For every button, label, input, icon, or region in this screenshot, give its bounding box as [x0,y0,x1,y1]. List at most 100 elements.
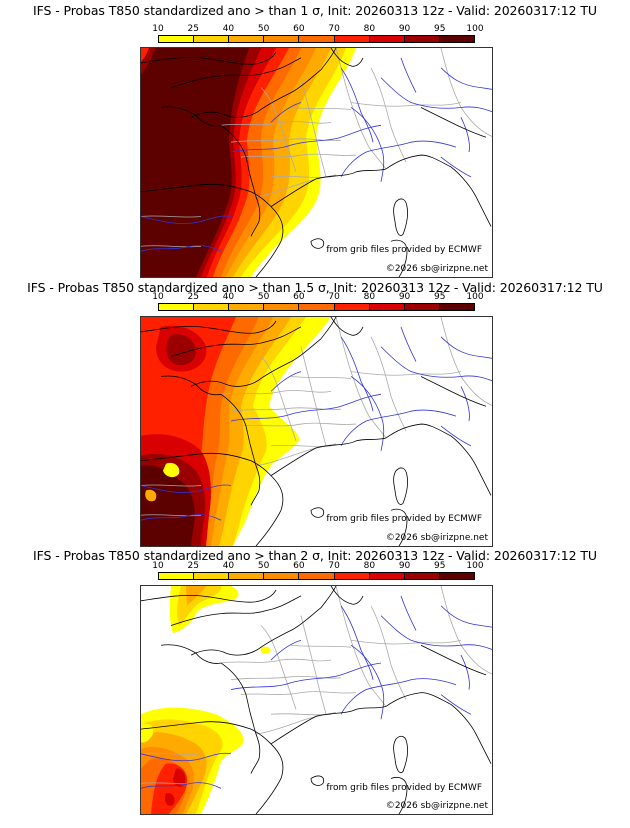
colorbar-tick-label: 100 [466,561,484,571]
river-line [440,694,472,715]
panel-1-title: IFS - Probas T850 standardized ano > tha… [33,3,597,18]
coastline [390,508,408,546]
river-line [380,346,492,382]
coastline [141,721,272,745]
border-line [335,48,387,170]
coastline [160,375,222,396]
colorbar-tick-label: 90 [398,561,411,571]
coastline [310,507,325,518]
river-line [141,782,222,789]
river-line [460,386,470,422]
coastline [420,644,487,676]
colorbar-tick-label: 70 [328,561,340,571]
border-line [350,102,462,107]
river-line [270,639,302,661]
colorbar-tick-label: 60 [293,24,305,34]
river-line [230,393,382,422]
panel-3-colorbar-ticks: 10 25 40 50 60 70 80 90 95 100 [152,561,483,571]
colorbar-tick-label: 90 [398,24,411,34]
coastline [270,706,387,745]
coastline [393,467,409,505]
river-line [350,107,385,182]
source-credit: from grib files provided by ECMWF [326,514,482,524]
river-line [230,124,382,153]
colorbar-tick-label: 25 [187,292,199,302]
border-line [141,752,202,785]
colorbar-tick-label: 80 [363,24,376,34]
colorbar-tick-label: 10 [152,24,164,34]
colorbar-segment [404,304,440,310]
colorbar-segment [229,573,265,579]
river-line [340,140,457,178]
coastlines [141,586,492,814]
colorbar-segment [334,36,370,42]
border-line [440,48,492,137]
colorbar-tick-label: 100 [466,292,484,302]
coastline [220,124,261,237]
coastline [141,589,277,603]
border-line [300,77,327,177]
colorbar-segment [299,36,335,42]
panel-1-map: from grib files provided by ECMWF ©2026 s… [140,47,493,278]
panel-3-title: IFS - Probas T850 standardized ano > tha… [33,548,597,563]
panel-3-map: from grib files provided by ECMWF ©2026 s… [140,585,493,815]
colorbar-segment [194,573,230,579]
probability-area [163,462,180,478]
colorbar-tick-label: 10 [152,561,164,571]
border-line [141,484,202,517]
colorbar-segment [439,36,474,42]
coastline [330,48,364,67]
river-line [380,77,492,113]
river-line [270,102,302,123]
panel-1-colorbar-ticks: 10 25 40 50 60 70 80 90 95 100 [152,24,483,34]
river-line [340,678,457,715]
river-line [141,514,222,521]
colorbar-tick-label: 80 [363,292,376,302]
colorbar-tick-label: 50 [257,561,270,571]
probability-area [145,489,157,502]
border-line [230,675,342,681]
river-line [141,752,232,762]
coastline [220,393,261,506]
border-line [440,586,492,675]
river-line [270,371,302,392]
probability-shading [141,586,271,814]
panel-2-title: IFS - Probas T850 standardized ano > tha… [27,280,603,295]
river-line [230,662,382,691]
river-line [400,595,417,631]
probability-area [141,48,149,62]
colorbar-tick-label: 10 [152,292,164,302]
river-line [141,484,232,493]
coastline [385,154,492,227]
river-line [350,376,385,451]
border-line [141,215,202,248]
river-line [340,409,457,447]
coastline [310,775,325,786]
admin-borders [141,586,492,785]
colorbar-tick-label: 95 [434,292,446,302]
river-line [141,215,232,224]
river-line [440,67,492,90]
colorbar-segment [159,573,195,579]
rivers [141,326,492,521]
border-line [240,422,357,427]
coastline [385,692,492,764]
rivers [141,57,492,252]
colorbar-segment [159,36,195,42]
border-line [260,356,297,442]
copyright-credit: ©2026 sb@irizpne.net [385,533,488,543]
coastline [160,106,222,127]
river-line [440,605,492,628]
coastlines [141,317,492,546]
copyright-credit: ©2026 sb@irizpne.net [385,264,488,274]
river-line [460,654,470,690]
colorbar-tick-label: 25 [187,24,199,34]
copyright-credit: ©2026 sb@irizpne.net [385,801,488,811]
colorbar-segment [194,304,230,310]
colorbar-tick-label: 100 [466,24,484,34]
border-line [230,407,342,412]
coastline [141,320,277,334]
river-line [380,615,492,650]
coastline [141,183,272,207]
panel-2-map: from grib files provided by ECMWF ©2026 s… [140,316,493,547]
